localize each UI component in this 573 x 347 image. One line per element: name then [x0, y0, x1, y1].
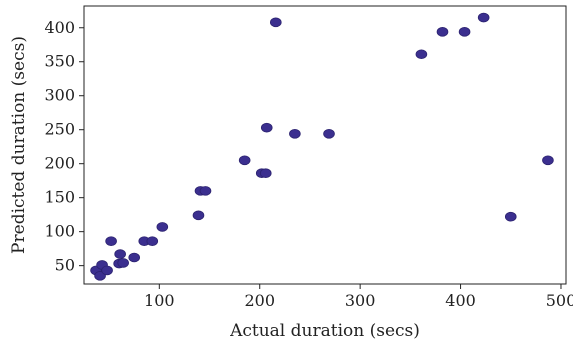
x-tick-label-3: 400 — [445, 291, 476, 310]
scatter-point-19 — [269, 17, 282, 28]
x-tick-label-1: 200 — [244, 291, 275, 310]
scatter-point-10 — [146, 236, 159, 246]
scatter-point-14 — [199, 186, 212, 196]
y-tick-label-0: 50 — [55, 256, 75, 275]
x-tick-label-0: 100 — [144, 291, 175, 310]
scatter-point-24 — [458, 27, 471, 37]
scatter-point-27 — [542, 155, 554, 166]
scatter-point-20 — [289, 128, 301, 139]
scatter-point-11 — [156, 222, 169, 232]
x-tick-label-4: 500 — [546, 291, 573, 310]
y-tick-label-6: 350 — [44, 52, 75, 71]
scatter-point-1 — [94, 271, 106, 281]
y-tick-label-2: 150 — [44, 188, 75, 207]
scatter-point-7 — [117, 258, 129, 268]
points-layer — [90, 12, 554, 281]
y-tick-label-3: 200 — [44, 154, 75, 173]
y-tick-label-7: 400 — [44, 18, 75, 37]
plot-frame — [83, 5, 567, 285]
scatter-point-12 — [192, 210, 205, 221]
scatter-point-6 — [114, 249, 126, 259]
scatter-point-8 — [128, 252, 141, 263]
scatter-point-4 — [105, 236, 117, 246]
scatter-point-23 — [436, 27, 449, 37]
y-tick-label-5: 300 — [44, 86, 75, 105]
y-tick-label-4: 250 — [44, 120, 75, 139]
scatter-point-25 — [477, 12, 490, 23]
scatter-point-15 — [238, 155, 251, 166]
scatter-point-26 — [504, 211, 517, 222]
x-tick-label-2: 300 — [345, 291, 376, 310]
scatter-point-21 — [323, 128, 335, 139]
y-axis-title: Predicted duration (secs) — [9, 36, 29, 254]
scatter-point-3 — [101, 265, 113, 276]
axes-layer: 100 200 300 400 500 50 100 150 200 250 300 350 400 — [44, 5, 573, 310]
x-axis-title: Actual duration (secs) — [229, 321, 420, 341]
scatter-point-17 — [259, 168, 272, 179]
scatter-point-18 — [260, 122, 273, 133]
y-tick-label-1: 100 — [44, 222, 75, 241]
scatter-point-22 — [415, 49, 428, 60]
